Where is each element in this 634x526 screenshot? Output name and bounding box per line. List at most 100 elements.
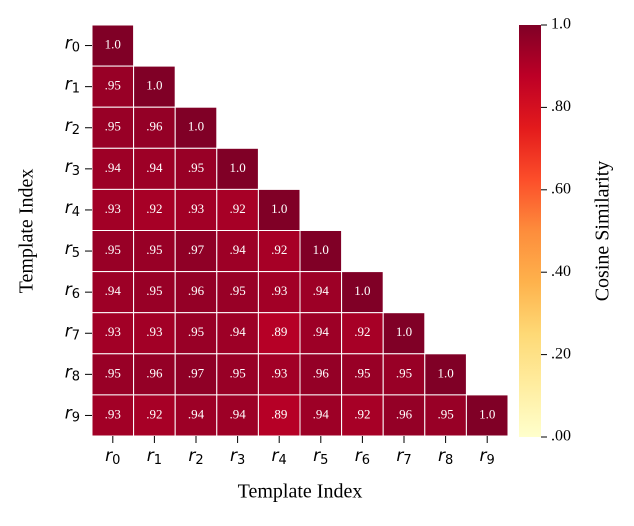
heatmap-cell <box>299 353 343 396</box>
cell-label: .93 <box>105 406 121 421</box>
y-tick-label: r0 <box>65 34 80 56</box>
cell-label: .95 <box>146 283 162 298</box>
colorbar-tick-label: .00 <box>551 428 571 445</box>
cell-label: .95 <box>105 119 121 134</box>
x-tick-label: r5 <box>313 446 328 468</box>
cell-label: .97 <box>188 242 205 257</box>
heatmap-cell <box>424 394 467 437</box>
cell-label: .94 <box>105 160 122 175</box>
cell-label: .94 <box>146 160 163 175</box>
heatmap-cell <box>133 147 176 190</box>
cell-label: .96 <box>146 365 163 380</box>
heatmap-cell <box>216 188 259 231</box>
x-tick-label: r6 <box>355 446 370 468</box>
cell-label: 1.0 <box>437 365 453 380</box>
cell-label: .96 <box>146 119 163 134</box>
cell-label: .96 <box>313 365 330 380</box>
heatmap-cell <box>299 230 343 273</box>
cell-label: .92 <box>229 201 245 216</box>
cell-label: .89 <box>271 324 287 339</box>
heatmap-cell <box>91 353 135 396</box>
heatmap-cell <box>91 394 135 437</box>
cell-label: .95 <box>396 365 412 380</box>
x-tick-label: r3 <box>230 446 245 468</box>
x-tick-label: r8 <box>438 446 453 468</box>
x-axis-label: Template Index <box>238 481 363 503</box>
heatmap-cell <box>91 312 135 355</box>
cell-label: .93 <box>105 324 121 339</box>
cell-label: 1.0 <box>396 324 412 339</box>
heatmap-cell <box>91 271 135 314</box>
y-tick-label: r7 <box>65 321 80 343</box>
heatmap-cell <box>174 394 218 437</box>
cell-label: 1.0 <box>229 160 245 175</box>
cell-label: .93 <box>271 365 287 380</box>
y-tick-label: r4 <box>65 198 80 220</box>
cell-label: .93 <box>271 283 287 298</box>
x-tick-label: r2 <box>188 446 203 468</box>
cell-label: .94 <box>313 324 330 339</box>
heatmap-cell <box>382 394 426 437</box>
heatmap-cell <box>257 394 301 437</box>
heatmap-cell <box>424 353 467 396</box>
cell-label: .92 <box>271 242 287 257</box>
x-tick-label: r9 <box>480 446 495 468</box>
y-tick-label: r1 <box>65 75 80 97</box>
cell-label: .93 <box>146 324 162 339</box>
x-tick-label: r4 <box>272 446 287 468</box>
y-tick-label: r6 <box>65 280 80 302</box>
cell-label: .95 <box>188 160 204 175</box>
cell-label: .95 <box>354 365 370 380</box>
colorbar-tick-label: .40 <box>551 263 571 280</box>
colorbar-tick-label: .60 <box>551 180 571 197</box>
colorbar-tick-label: .20 <box>551 345 571 362</box>
colorbar <box>519 25 541 437</box>
cell-label: .92 <box>146 406 162 421</box>
heatmap-cell <box>174 106 218 149</box>
cell-label: 1.0 <box>354 283 370 298</box>
y-tick-label: r5 <box>65 239 80 260</box>
cell-label: .95 <box>105 242 121 257</box>
cell-label: .94 <box>313 406 330 421</box>
y-tick-label: r9 <box>65 403 80 425</box>
y-axis-label: Template Index <box>16 169 38 294</box>
cell-label: .92 <box>354 406 370 421</box>
cell-label: .96 <box>188 283 205 298</box>
cell-label: .92 <box>146 201 162 216</box>
colorbar-tick-label: .80 <box>551 98 571 115</box>
cell-label: .95 <box>188 324 204 339</box>
cell-label: .95 <box>229 365 245 380</box>
cell-label: .97 <box>188 365 205 380</box>
y-tick-label: r3 <box>65 157 80 179</box>
heatmap-cell <box>299 394 343 437</box>
heatmap-cell <box>91 65 135 108</box>
x-tick-label: r0 <box>105 446 120 468</box>
cell-label: .89 <box>271 406 287 421</box>
heatmap-cell <box>257 230 301 273</box>
heatmap-cell <box>133 188 176 231</box>
cell-label: .92 <box>354 324 370 339</box>
heatmap-cell <box>174 230 218 273</box>
cell-label: 1.0 <box>313 242 329 257</box>
cell-label: .94 <box>229 324 246 339</box>
x-tick-label: r7 <box>396 446 411 468</box>
heatmap-cell <box>216 353 259 396</box>
heatmap-cell <box>341 353 384 396</box>
cell-label: .95 <box>105 78 121 93</box>
heatmap-cell <box>465 394 509 437</box>
heatmap-cell <box>133 271 176 314</box>
cell-label: .93 <box>105 201 121 216</box>
heatmap-cell <box>133 394 176 437</box>
heatmap-cell <box>216 394 259 437</box>
cell-label: .95 <box>146 242 162 257</box>
cell-label: .94 <box>105 283 122 298</box>
heatmap-cell <box>382 312 426 355</box>
cell-label: 1.0 <box>188 119 204 134</box>
colorbar-label: Cosine Similarity <box>592 161 614 302</box>
heatmap-cell <box>216 230 259 273</box>
y-tick-label: r8 <box>65 362 80 384</box>
heatmap-cell <box>341 271 384 314</box>
cell-label: .94 <box>188 406 205 421</box>
cell-label: 1.0 <box>105 37 121 52</box>
